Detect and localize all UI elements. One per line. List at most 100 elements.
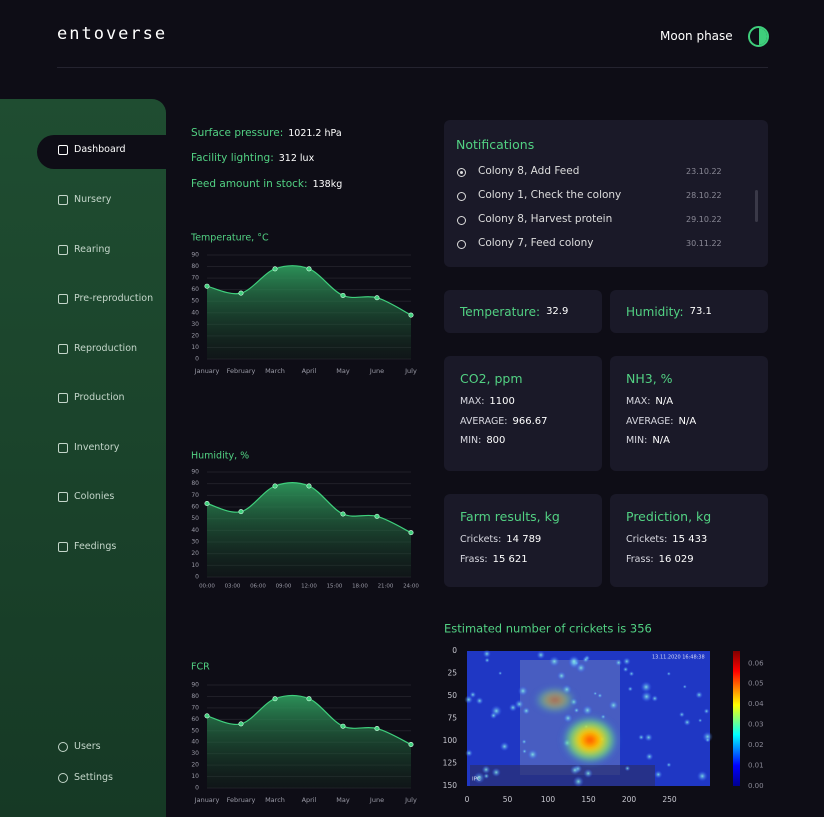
- point: [204, 283, 210, 289]
- y-tick-label: 100: [443, 736, 458, 745]
- nav-item[interactable]: Reproduction: [58, 343, 137, 354]
- point: [408, 742, 414, 748]
- nav-icon: [58, 772, 68, 783]
- notification-text: Colony 7, Feed colony: [478, 237, 594, 249]
- notifications-title: Notifications: [456, 137, 535, 152]
- x-tick-label: February: [227, 367, 256, 375]
- nav-icon: [58, 541, 68, 552]
- detail-row: MAX: N/A: [626, 396, 673, 407]
- x-tick-label: 12:00: [301, 584, 317, 590]
- nav-item[interactable]: Feedings: [58, 541, 116, 552]
- y-tick-label: 150: [443, 781, 458, 790]
- notification-radio[interactable]: [457, 192, 466, 201]
- nav-icon: [58, 244, 68, 255]
- x-tick-label: 250: [662, 795, 677, 804]
- area: [207, 482, 411, 577]
- x-tick-label: May: [336, 367, 350, 375]
- heatmap-spot: [482, 649, 492, 658]
- notifications-card: Notifications Colony 8, Add Feed 23.10.22 C…: [444, 120, 768, 267]
- heatmap-spot: [489, 711, 498, 720]
- heatmap-spot: [572, 776, 584, 788]
- y-tick-label: 10: [191, 562, 199, 569]
- heatmap-spot: [615, 659, 623, 667]
- colorbar-tick-label: 0.04: [748, 700, 764, 708]
- heatmap-spot: [666, 671, 671, 676]
- nav-item[interactable]: Users: [58, 741, 101, 752]
- x-tick-label: January: [194, 367, 220, 375]
- notification-date: 23.10.22: [686, 167, 722, 176]
- detail-value: N/A: [678, 416, 697, 427]
- nav-item[interactable]: Dashboard: [58, 144, 126, 155]
- y-tick-label: 20: [191, 762, 199, 769]
- heatmap-spot: [645, 752, 654, 761]
- heatmap-spot: [696, 770, 708, 782]
- point: [374, 513, 380, 519]
- nav-item[interactable]: Pre-reproduction: [58, 293, 153, 304]
- heatmap-spot: [593, 691, 598, 696]
- heatmap-spot: [628, 670, 635, 677]
- heatmap-spot: [517, 685, 529, 697]
- y-tick-label: 20: [191, 550, 199, 557]
- x-tick-label: June: [369, 796, 384, 804]
- detail-value: 800: [486, 435, 506, 446]
- nav-item[interactable]: Rearing: [58, 244, 110, 255]
- colorbar-tick-label: 0.01: [748, 762, 764, 770]
- y-tick-label: 90: [191, 252, 199, 259]
- nav-item[interactable]: Settings: [58, 772, 113, 783]
- reading-card: Humidity: 73.1: [610, 290, 768, 333]
- heatmap-spot: [622, 666, 629, 673]
- point: [340, 292, 346, 298]
- detail-row: MAX: 1100: [460, 396, 515, 407]
- detail-label: Crickets:: [626, 534, 668, 545]
- point: [306, 696, 312, 702]
- heatmap-spot: [666, 762, 672, 768]
- detail-label: AVERAGE:: [626, 416, 674, 427]
- reading-label: Temperature:: [460, 304, 541, 319]
- nav-item[interactable]: Nursery: [58, 194, 111, 205]
- heatmap-spot: [644, 733, 653, 742]
- detail-value: 966.67: [512, 416, 548, 427]
- heatmap-spot: [556, 671, 567, 681]
- heatmap-spot: [654, 770, 663, 779]
- x-tick-label: April: [302, 796, 317, 804]
- x-tick-label: 150: [581, 795, 596, 804]
- y-tick-label: 50: [191, 727, 199, 734]
- point: [204, 500, 210, 506]
- heatmap-spot: [536, 650, 546, 660]
- detail-value: 15 433: [672, 534, 708, 545]
- logo[interactable]: entoverse: [57, 24, 168, 44]
- nav-label: Users: [74, 741, 101, 752]
- heatmap-spot: [682, 684, 687, 689]
- notification-radio[interactable]: [457, 216, 466, 225]
- chart-title: Temperature, °C: [190, 233, 269, 244]
- nav-item[interactable]: Production: [58, 392, 125, 403]
- x-tick-label: March: [265, 796, 285, 804]
- heatmap-image: [464, 649, 713, 788]
- notification-radio[interactable]: [457, 168, 466, 177]
- nav-label: Reproduction: [74, 343, 138, 354]
- heatmap-spot: [548, 655, 560, 667]
- heatmap-spot: [622, 657, 631, 666]
- point: [340, 723, 346, 729]
- detail-label: Frass:: [626, 554, 654, 565]
- y-tick-label: 20: [191, 332, 199, 339]
- heatmap-spot: [705, 737, 711, 743]
- detail-value: 15 621: [492, 554, 528, 565]
- detail-row: AVERAGE: N/A: [626, 416, 696, 427]
- stat-label: Surface pressure:: [191, 127, 284, 139]
- nav-item[interactable]: Colonies: [58, 491, 114, 502]
- x-tick-label: 21:00: [378, 584, 394, 590]
- point: [238, 509, 244, 515]
- nav-item[interactable]: Inventory: [58, 442, 119, 453]
- point: [374, 725, 380, 731]
- heatmap-spot: [514, 699, 525, 709]
- heatmap-spot: [527, 749, 539, 760]
- x-tick-label: 06:00: [250, 584, 266, 590]
- x-tick-label: 09:00: [276, 584, 292, 590]
- detail-card: CO2, ppm MAX: 1100 AVERAGE: 966.67 MIN: 800: [444, 356, 602, 471]
- heatmap-spot: [521, 739, 527, 745]
- nav-label: Inventory: [74, 442, 120, 453]
- heatmap-title: Estimated number of crickets is 356: [444, 622, 652, 636]
- detail-title: Farm results, kg: [460, 509, 560, 524]
- notification-radio[interactable]: [457, 240, 466, 249]
